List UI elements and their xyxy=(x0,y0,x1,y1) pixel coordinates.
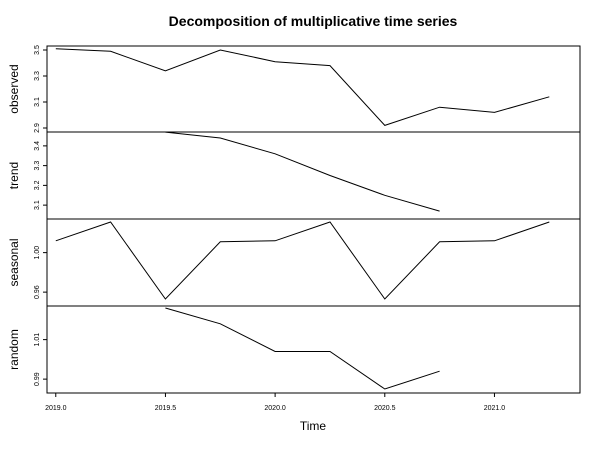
trend-y-axis-label: trend xyxy=(7,162,21,189)
observed-y-tick-label: 3.1 xyxy=(34,97,41,107)
trend-y-tick-label: 3.1 xyxy=(34,200,41,210)
seasonal-series-line xyxy=(55,221,550,300)
seasonal-y-tick-label: 0.96 xyxy=(34,285,41,299)
observed-panel-frame xyxy=(46,45,581,133)
x-axis: 2019.0 2019.5 2020.0 2020.5 2021.0 xyxy=(45,392,506,412)
x-tick-label: 2020.0 xyxy=(264,405,286,412)
x-tick-label: 2019.0 xyxy=(45,405,67,412)
x-axis-label: Time xyxy=(300,419,327,433)
random-y-tick-label: 0.99 xyxy=(34,372,41,386)
x-tick-label: 2020.5 xyxy=(374,405,396,412)
x-tick-label: 2021.0 xyxy=(484,405,506,412)
trend-y-tick-label: 3.2 xyxy=(34,180,41,190)
seasonal-y-axis-label: seasonal xyxy=(7,238,21,286)
observed-y-tick-label: 3.3 xyxy=(34,71,41,81)
trend-y-tick-label: 3.3 xyxy=(34,161,41,171)
trend-series-line xyxy=(165,131,440,212)
chart-title: Decomposition of multiplicative time ser… xyxy=(169,13,458,29)
observed-y-tick-label: 3.5 xyxy=(34,45,41,55)
random-y-tick-label: 1.01 xyxy=(34,333,41,347)
observed-y-tick-label: 2.9 xyxy=(34,123,41,133)
trend-y-tick-label: 3.4 xyxy=(34,141,41,151)
trend-panel-frame xyxy=(46,131,581,220)
random-panel-frame xyxy=(46,305,581,394)
x-tick-label: 2019.5 xyxy=(155,405,177,412)
panels-group: 2.9 3.1 3.3 3.5 observed 3.1 3.2 3.3 3.4 trend 0.9… xyxy=(7,45,581,394)
observed-y-axis-label: observed xyxy=(7,64,21,113)
seasonal-y-tick-label: 1.00 xyxy=(34,246,41,260)
observed-panel: 2.9 3.1 3.3 3.5 observed xyxy=(7,45,581,133)
random-y-axis-label: random xyxy=(7,329,21,370)
seasonal-panel: 0.96 1.00 seasonal xyxy=(7,218,581,307)
random-panel: 0.99 1.01 random xyxy=(7,305,581,394)
observed-series-line xyxy=(55,48,550,126)
trend-panel: 3.1 3.2 3.3 3.4 trend xyxy=(7,131,581,220)
random-series-line xyxy=(165,307,440,390)
seasonal-panel-frame xyxy=(46,218,581,307)
